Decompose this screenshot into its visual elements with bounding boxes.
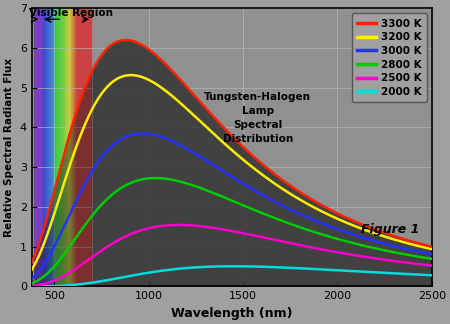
Text: Visible Region: Visible Region	[29, 8, 113, 18]
Text: Figure 1: Figure 1	[361, 223, 420, 236]
Text: Tungsten-Halogen
Lamp
Spectral
Distribution: Tungsten-Halogen Lamp Spectral Distribut…	[204, 92, 311, 144]
Legend: 3300 K, 3200 K, 3000 K, 2800 K, 2500 K, 2000 K: 3300 K, 3200 K, 3000 K, 2800 K, 2500 K, …	[351, 13, 427, 102]
X-axis label: Wavelength (nm): Wavelength (nm)	[171, 307, 292, 320]
Y-axis label: Relative Spectral Radiant Flux: Relative Spectral Radiant Flux	[4, 58, 14, 237]
